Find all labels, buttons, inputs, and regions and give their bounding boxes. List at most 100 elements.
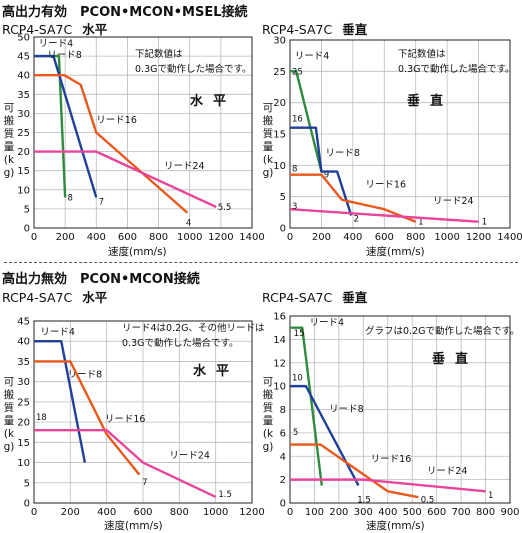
section-title-high-output-disabled: 高出力無効 PCON•MCON接続: [2, 272, 200, 287]
series-name-label-1: リード8: [68, 370, 103, 381]
series-name-label-0: リード4: [39, 39, 74, 50]
series-line-2: [290, 443, 419, 499]
y-tick-label-2: 10: [17, 185, 30, 196]
series-name-label-3: リード24: [427, 466, 468, 477]
series-start-label-1: 16: [292, 114, 303, 124]
x-tick-label-2: 400: [97, 507, 116, 518]
chart-3-note-line-2: 0.3Gで動作した場合です。: [122, 338, 239, 349]
y-tick-label-3: 15: [17, 438, 30, 449]
series-end-label-3: 1: [488, 491, 493, 501]
chart-2-direction: 垂直: [342, 22, 368, 37]
series-name-label-1: リード8: [329, 404, 364, 415]
series-name-label-3: リード24: [164, 161, 205, 172]
series-end-label-1: 2: [354, 215, 359, 225]
chart-4-direction: 垂直: [342, 290, 368, 305]
series-start-label-2: 8: [292, 165, 297, 175]
series-end-label-0: 9: [324, 171, 329, 181]
y-tick-label-1: 5: [280, 192, 286, 203]
series-name-label-2: リード16: [105, 414, 146, 425]
x-tick-label-3: 600: [118, 232, 137, 243]
series-line-2: [34, 73, 189, 214]
chart-4-ylabel: 可搬質量(kg): [262, 376, 274, 453]
series-line-3: [290, 478, 486, 493]
y-tick-label-2: 4: [280, 452, 286, 463]
chart-1-title: RCP4-SA7C 水平: [2, 19, 107, 38]
chart-1-direction: 水平: [82, 22, 108, 37]
series-line-0: [290, 70, 323, 172]
x-tick-label-2: 200: [329, 507, 348, 518]
y-tick-label-2: 10: [17, 458, 30, 469]
series-end-label-1: 1.5: [357, 495, 371, 505]
x-tick-label-7: 1400: [239, 232, 264, 243]
y-tick-label-9: 45: [17, 317, 30, 328]
chart-3-note: リード4は0.2G、その他リードは 0.3Gで動作した場合です。: [122, 321, 265, 351]
series-end-label-2: 0.5: [421, 495, 435, 505]
x-tick-label-1: 200: [312, 232, 331, 243]
chart-2-note: 下記数値は 0.3Gで動作した場合です。: [398, 47, 515, 77]
x-tick-label-3: 300: [354, 507, 373, 518]
series-name-label-1: リード8: [47, 50, 82, 61]
x-tick-label-6: 1200: [208, 232, 233, 243]
y-tick-label-3: 15: [273, 130, 286, 141]
y-tick-label-5: 25: [273, 67, 286, 78]
x-tick-label-2: 400: [87, 232, 106, 243]
series-end-label-2: 1: [418, 218, 423, 228]
series-name-label-2: リード16: [96, 115, 137, 126]
plot-frame: [33, 36, 253, 229]
series-name-label-2: リード16: [365, 179, 406, 190]
y-tick-label-3: 15: [17, 166, 30, 177]
chart-4-title: RCP4-SA7C 垂直: [262, 287, 367, 306]
x-tick-label-2: 400: [343, 232, 362, 243]
y-tick-label-5: 10: [273, 382, 286, 393]
x-tick-label-4: 800: [170, 507, 189, 518]
x-tick-label-5: 1000: [203, 507, 228, 518]
series-start-label-1: 10: [292, 373, 303, 383]
y-tick-label-6: 30: [17, 109, 30, 120]
chart-1-note-line-1: 下記数値は: [135, 49, 183, 60]
x-tick-label-4: 400: [378, 507, 397, 518]
x-tick-label-1: 200: [56, 232, 75, 243]
x-tick-label-7: 1400: [497, 232, 522, 243]
chart-1-note: 下記数値は 0.3Gで動作した場合です。: [135, 47, 252, 77]
y-tick-label-6: 30: [273, 36, 286, 47]
y-tick-label-5: 25: [17, 128, 30, 139]
chart-4-mode-label: 垂直: [432, 352, 479, 367]
series-name-label-0: リード4: [310, 317, 345, 328]
chart-3-note-line-1: リード4は0.2G、その他リードは: [122, 323, 265, 334]
extra-value-label-1: 1.5: [218, 490, 232, 500]
plot-frame: [289, 39, 511, 229]
extra-value-label-0: 7: [142, 478, 147, 488]
section-title-high-output-enabled: 高出力有効 PCON•MCON•MSEL接続: [2, 5, 248, 20]
y-tick-label-7: 14: [273, 335, 286, 346]
x-tick-label-9: 900: [500, 507, 519, 518]
y-tick-label-4: 20: [273, 98, 286, 109]
chart-2-title: RCP4-SA7C 垂直: [262, 19, 367, 38]
series-end-label-3: 1: [482, 218, 487, 228]
y-tick-label-0: 0: [280, 224, 286, 235]
chart-2-mode-label: 垂直: [407, 94, 454, 109]
x-tick-label-6: 1200: [466, 232, 491, 243]
series-line-3: [34, 429, 217, 499]
series-line-3: [34, 150, 217, 209]
chart-2-xlabel: 速度(mm/s): [366, 246, 425, 258]
chart-1-model: RCP4-SA7C: [2, 22, 73, 37]
x-tick-label-5: 1000: [177, 232, 202, 243]
y-tick-label-7: 35: [17, 90, 30, 101]
chart-1-ylabel: 可搬質量(kg): [3, 102, 15, 179]
x-tick-label-0: 0: [287, 507, 293, 518]
chart-4-note-line-1: グラフは0.2Gで動作した場合です。: [365, 326, 520, 337]
x-tick-label-1: 100: [305, 507, 324, 518]
series-end-label-2: 4: [186, 218, 191, 228]
y-tick-label-8: 40: [17, 337, 30, 348]
x-tick-label-0: 0: [287, 232, 293, 243]
series-line-1: [34, 54, 98, 198]
y-tick-label-0: 0: [24, 499, 30, 510]
series-line-3: [289, 208, 479, 223]
series-start-label-2: 5: [293, 428, 298, 438]
y-tick-label-4: 8: [280, 405, 286, 416]
series-start-label-0: 25: [292, 67, 303, 77]
series-name-label-3: リード24: [169, 451, 210, 462]
y-tick-label-6: 12: [273, 358, 286, 369]
